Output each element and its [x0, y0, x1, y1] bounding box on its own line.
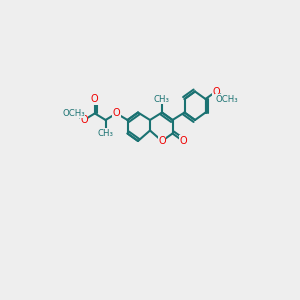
Text: O: O [91, 94, 99, 104]
Text: CH₃: CH₃ [98, 129, 114, 138]
Text: CH₃: CH₃ [154, 94, 170, 103]
Text: O: O [112, 108, 120, 118]
Text: OCH₃: OCH₃ [62, 109, 85, 118]
Text: O: O [179, 136, 187, 146]
Text: O: O [80, 115, 88, 125]
Text: O: O [212, 86, 220, 97]
Text: OCH₃: OCH₃ [215, 94, 238, 103]
Text: O: O [158, 136, 166, 146]
